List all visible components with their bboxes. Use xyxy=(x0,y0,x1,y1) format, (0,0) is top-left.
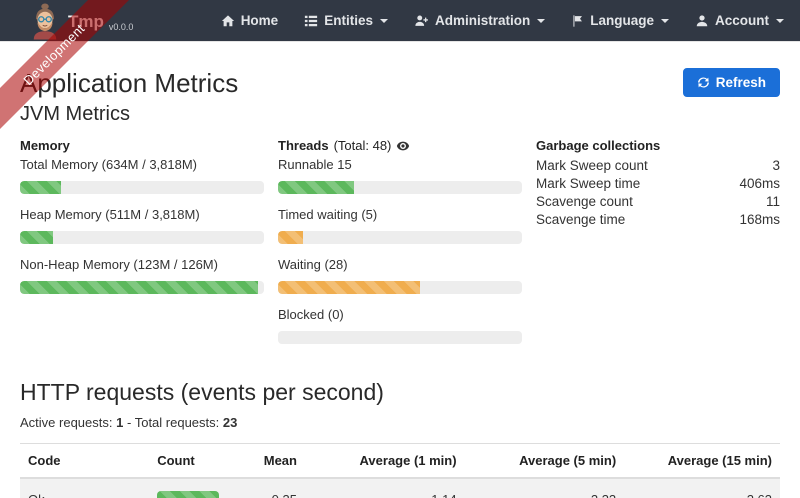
progress-bar xyxy=(278,281,421,294)
progress-track xyxy=(20,231,264,244)
threads-total: (Total: 48) xyxy=(333,138,392,153)
chevron-down-icon xyxy=(776,18,784,23)
jvm-metrics-heading: JVM Metrics xyxy=(20,103,130,125)
refresh-icon xyxy=(697,77,709,88)
progress-bar xyxy=(278,181,355,194)
brand-version: v0.0.0 xyxy=(108,21,134,32)
gc-row-mark-sweep-time: Mark Sweep time 406ms xyxy=(536,176,780,191)
progress-bar xyxy=(20,281,259,294)
gc-value: 406ms xyxy=(739,176,780,191)
cell-avg-1min: 1.14 xyxy=(305,478,465,498)
cell-mean: 0.35 xyxy=(244,478,305,498)
nav-item-language[interactable]: Language xyxy=(571,13,669,28)
active-requests-value: 1 xyxy=(116,415,124,430)
chevron-down-icon xyxy=(537,18,546,23)
list-icon xyxy=(305,15,318,26)
http-requests-summary: Active requests: 1 - Total requests: 23 xyxy=(20,415,238,430)
nav-item-entities[interactable]: Entities xyxy=(304,13,388,28)
nav-links: Home Entities Administration Language Ac… xyxy=(221,13,784,28)
table-header-row: Code Count Mean Average (1 min) Average … xyxy=(20,443,780,479)
memory-metric-nonheap: Non-Heap Memory (123M / 126M) xyxy=(20,257,264,294)
nav-item-account[interactable]: Account xyxy=(695,13,784,28)
thread-dump-button[interactable] xyxy=(396,140,410,152)
navbar: Tmp v0.0.0 Home Entities Administration … xyxy=(0,0,800,42)
progress-track xyxy=(20,181,264,194)
main-content: Application Metrics Refresh JVM Metrics … xyxy=(0,42,800,498)
total-requests-value: 23 xyxy=(222,415,238,430)
threads-metric-timed-waiting: Timed waiting (5) xyxy=(278,207,522,244)
gc-value: 3 xyxy=(772,158,780,173)
threads-metric-runnable: Runnable 15 xyxy=(278,157,522,194)
progress-track xyxy=(278,181,522,194)
progress-track xyxy=(278,281,522,294)
refresh-button[interactable]: Refresh xyxy=(682,68,780,97)
nav-item-home[interactable]: Home xyxy=(221,13,278,28)
memory-metric-total: Total Memory (634M / 3,818M) xyxy=(20,157,264,194)
eye-icon xyxy=(397,141,410,150)
progress-bar xyxy=(20,181,61,194)
gc-row-mark-sweep-count: Mark Sweep count 3 xyxy=(536,158,780,173)
progress-track xyxy=(278,231,522,244)
threads-metric-waiting: Waiting (28) xyxy=(278,257,522,294)
col-mean: Mean xyxy=(244,443,305,479)
brand-name: Tmp xyxy=(68,11,104,31)
user-icon xyxy=(696,14,708,26)
garbage-heading: Garbage collections xyxy=(536,138,661,153)
count-progress-bar xyxy=(157,491,220,498)
home-icon xyxy=(221,14,234,26)
http-requests-heading: HTTP requests (events per second) xyxy=(20,379,384,405)
memory-heading: Memory xyxy=(20,138,70,153)
cell-count xyxy=(149,478,244,498)
cell-avg-5min: 2.32 xyxy=(465,478,625,498)
cell-code: Ok xyxy=(20,478,149,498)
threads-column: Threads (Total: 48) Runnable 15 Timed wa… xyxy=(278,138,522,357)
user-plus-icon xyxy=(415,14,428,26)
brand[interactable]: Tmp v0.0.0 xyxy=(30,0,133,42)
progress-bar xyxy=(20,231,53,244)
table-row: Ok 0.35 1.14 2.32 2.63 xyxy=(20,478,780,498)
threads-metric-blocked: Blocked (0) xyxy=(278,307,522,344)
gc-row-scavenge-count: Scavenge count 11 xyxy=(536,194,780,209)
progress-track xyxy=(278,331,522,344)
col-code: Code xyxy=(20,443,150,479)
page-title: Application Metrics xyxy=(20,68,239,98)
col-count: Count xyxy=(149,443,245,479)
cell-avg-15min: 2.63 xyxy=(624,478,780,498)
gc-value: 168ms xyxy=(739,212,780,227)
memory-metric-heap: Heap Memory (511M / 3,818M) xyxy=(20,207,264,244)
http-requests-table: Code Count Mean Average (1 min) Average … xyxy=(20,443,780,498)
memory-column: Memory Total Memory (634M / 3,818M) Heap… xyxy=(20,138,264,357)
chevron-down-icon xyxy=(379,18,388,23)
progress-track xyxy=(20,281,264,294)
nav-item-administration[interactable]: Administration xyxy=(414,13,546,28)
threads-heading: Threads xyxy=(278,138,329,153)
chevron-down-icon xyxy=(661,18,669,23)
flag-icon xyxy=(573,14,583,27)
count-progress-track xyxy=(157,491,220,498)
col-avg-5min: Average (5 min) xyxy=(464,443,625,479)
col-avg-15min: Average (15 min) xyxy=(624,443,780,479)
garbage-column: Garbage collections Mark Sweep count 3 M… xyxy=(536,138,780,357)
progress-bar xyxy=(278,231,304,244)
gc-value: 11 xyxy=(765,194,780,209)
gc-row-scavenge-time: Scavenge time 168ms xyxy=(536,212,780,227)
jhipster-logo-icon xyxy=(33,3,57,39)
col-avg-1min: Average (1 min) xyxy=(304,443,465,479)
